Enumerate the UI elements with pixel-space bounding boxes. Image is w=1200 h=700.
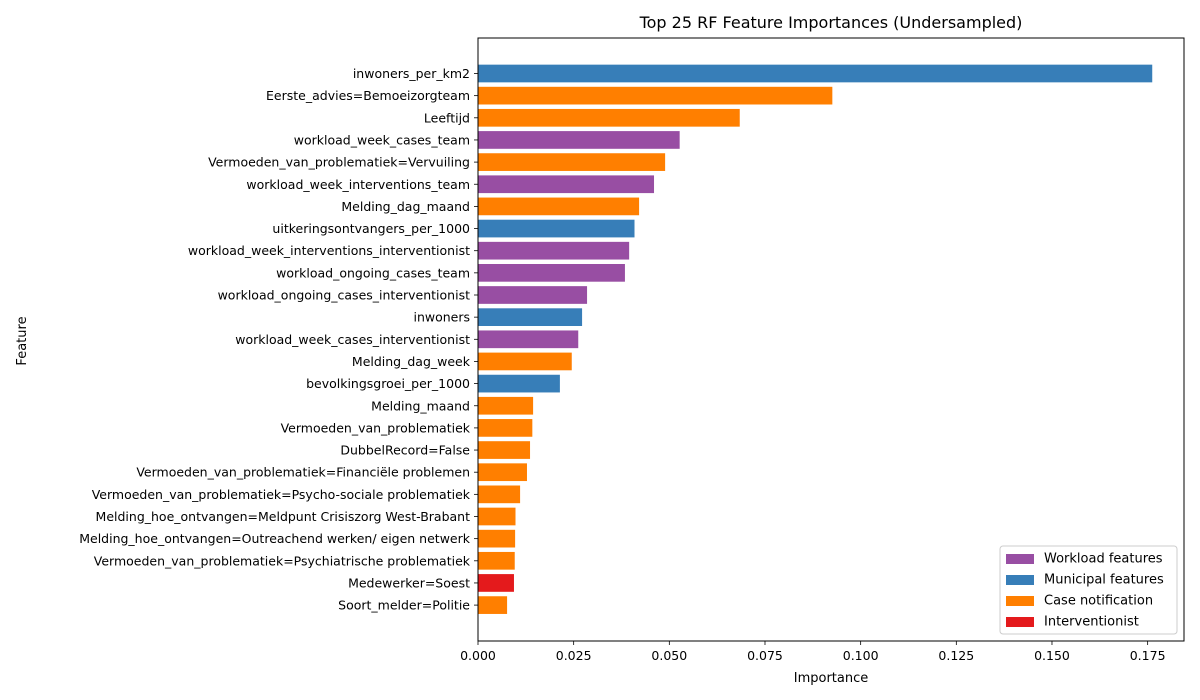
bar — [478, 463, 527, 482]
legend-swatch — [1006, 617, 1034, 627]
x-tick-label: 0.100 — [843, 648, 879, 663]
bar — [478, 596, 508, 614]
bar — [478, 374, 560, 393]
bar — [478, 153, 666, 171]
x-tick-label: 0.075 — [747, 648, 783, 663]
y-tick-label: inwoners_per_km2 — [353, 66, 470, 81]
y-tick-label: DubbelRecord=False — [340, 443, 470, 458]
x-axis-ticks: 0.000 0.025 0.050 0.075 0.100 0.125 0.150 0.175 — [460, 641, 1166, 663]
bar — [478, 197, 640, 216]
y-axis-ticks: inwoners_per_km2 Eerste_advies=Bemoeizorg… — [79, 66, 478, 613]
legend-label: Case notification — [1044, 594, 1153, 609]
y-tick-label: Medewerker=Soest — [348, 575, 470, 590]
y-tick-label: Eerste_advies=Bemoeizorgteam — [266, 88, 470, 103]
legend-swatch — [1006, 596, 1034, 606]
bar — [478, 241, 630, 260]
y-tick-label: uitkeringsontvangers_per_1000 — [272, 221, 470, 236]
y-tick-label: Melding_maand — [371, 398, 470, 413]
bar — [478, 419, 533, 437]
x-tick-label: 0.000 — [460, 648, 496, 663]
plot-frame — [477, 37, 1185, 642]
bar — [478, 108, 740, 127]
bar — [478, 352, 572, 371]
bar — [478, 219, 635, 238]
legend-label: Municipal features — [1044, 573, 1164, 588]
y-tick-label: inwoners — [413, 310, 470, 325]
y-axis-title: Feature — [15, 316, 30, 365]
x-tick-label: 0.150 — [1034, 648, 1070, 663]
legend: Workload features Municipal features Case … — [999, 545, 1178, 635]
y-tick-label: workload_ongoing_cases_interventionist — [218, 288, 471, 303]
y-tick-label: Melding_hoe_ontvangen=Meldpunt Crisiszor… — [96, 509, 471, 524]
bar — [478, 441, 531, 459]
legend-box — [999, 545, 1178, 635]
y-tick-label: Vermoeden_van_problematiek=Vervuiling — [208, 155, 470, 170]
y-tick-label: Leeftijd — [424, 110, 470, 125]
y-tick-label: Vermoeden_van_problematiek=Psychiatrisch… — [94, 553, 471, 568]
x-tick-label: 0.050 — [651, 648, 687, 663]
legend-label: Workload features — [1044, 552, 1163, 567]
y-tick-label: workload_week_cases_team — [294, 132, 470, 147]
legend-swatch — [1006, 575, 1034, 585]
y-tick-label: workload_week_interventions_team — [246, 177, 470, 192]
bar — [478, 264, 625, 282]
bar — [478, 286, 588, 304]
bar — [478, 86, 833, 105]
bars-group — [478, 64, 1153, 614]
x-axis-title: Importance — [794, 671, 869, 686]
y-tick-label: Melding_hoe_ontvangen=Outreachend werken… — [79, 531, 471, 546]
bar — [478, 529, 516, 548]
bar — [478, 330, 579, 349]
y-tick-label: Soort_melder=Politie — [338, 598, 470, 613]
y-tick-label: workload_week_cases_interventionist — [235, 332, 470, 347]
bar — [478, 131, 680, 149]
y-tick-label: Vermoeden_van_problematiek — [281, 420, 471, 435]
bar — [478, 175, 655, 194]
chart-title: Top 25 RF Feature Importances (Undersamp… — [639, 13, 1023, 32]
y-tick-label: Melding_dag_maand — [341, 199, 470, 214]
x-tick-label: 0.175 — [1130, 648, 1166, 663]
legend-swatch — [1006, 554, 1034, 564]
bar — [478, 485, 521, 504]
y-tick-label: Vermoeden_van_problematiek=Financiële pr… — [136, 465, 470, 480]
bar — [478, 574, 514, 592]
bar — [478, 507, 516, 526]
y-tick-label: bevolkingsgroei_per_1000 — [306, 376, 470, 391]
x-tick-label: 0.125 — [938, 648, 974, 663]
y-tick-label: workload_week_interventions_intervention… — [188, 243, 470, 258]
legend-label: Interventionist — [1044, 615, 1139, 630]
bar — [478, 551, 515, 570]
y-tick-label: Vermoeden_van_problematiek=Psycho-social… — [92, 487, 471, 502]
bar — [478, 64, 1153, 83]
bar — [478, 396, 534, 415]
bar — [478, 308, 583, 326]
x-tick-label: 0.025 — [556, 648, 592, 663]
y-tick-label: workload_ongoing_cases_team — [276, 265, 470, 280]
y-tick-label: Melding_dag_week — [352, 354, 471, 369]
